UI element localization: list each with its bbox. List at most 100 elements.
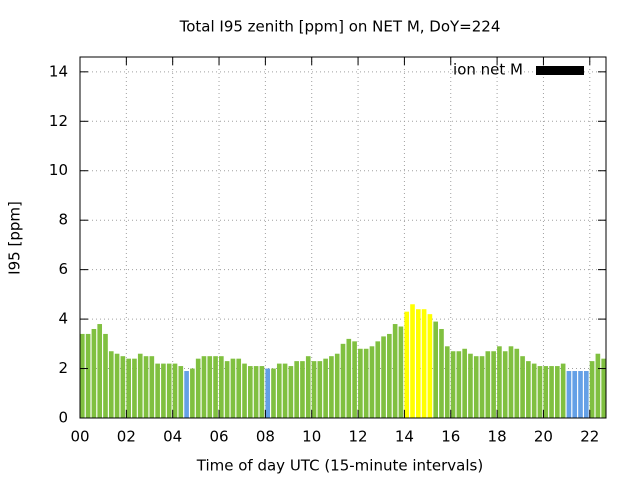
x-tick-label: 16 <box>441 428 460 446</box>
bar <box>184 371 189 418</box>
bar <box>601 358 606 418</box>
bar <box>311 361 317 418</box>
bar <box>514 348 520 418</box>
y-tick-label: 10 <box>49 161 68 179</box>
bar <box>224 361 230 418</box>
bar <box>329 356 334 418</box>
x-tick-label: 00 <box>70 428 89 446</box>
bar <box>253 366 259 418</box>
bar <box>415 309 421 418</box>
bar <box>520 356 525 418</box>
bar <box>161 363 166 418</box>
bar <box>555 366 560 418</box>
bar <box>242 363 247 418</box>
bar <box>276 363 282 418</box>
bar <box>85 333 91 418</box>
y-tick-label: 8 <box>58 211 68 229</box>
y-axis-label: I95 [ppm] <box>6 201 24 275</box>
bar <box>97 324 103 418</box>
bar <box>114 353 120 418</box>
bar <box>259 366 265 418</box>
bar <box>190 368 195 418</box>
bar <box>172 363 178 418</box>
bar <box>566 371 572 418</box>
bar <box>543 366 549 418</box>
bar <box>120 356 126 418</box>
bar <box>589 361 595 418</box>
bar <box>207 356 213 418</box>
bar <box>462 348 467 418</box>
bar <box>392 324 398 418</box>
legend-swatch <box>536 66 584 75</box>
x-tick-label: 22 <box>580 428 599 446</box>
bar <box>433 321 439 418</box>
x-tick-label: 02 <box>117 428 136 446</box>
bar <box>427 314 433 418</box>
bar <box>398 326 404 418</box>
bar <box>439 328 444 418</box>
bar <box>369 346 375 418</box>
bar <box>381 336 386 418</box>
bar <box>444 346 450 418</box>
x-tick-label: 04 <box>163 428 182 446</box>
x-tick-label: 20 <box>534 428 553 446</box>
bar <box>450 351 456 418</box>
bar <box>149 356 155 418</box>
bar <box>578 371 583 418</box>
bar <box>346 338 352 418</box>
bar <box>323 358 328 418</box>
bar <box>537 366 543 418</box>
x-tick-label: 06 <box>209 428 228 446</box>
bar <box>230 358 236 418</box>
bar <box>410 304 415 418</box>
bar <box>166 363 172 418</box>
legend-label: ion net M <box>453 61 523 79</box>
bar <box>363 348 369 418</box>
bar <box>468 353 473 418</box>
bar <box>80 333 85 418</box>
plot-frame <box>79 56 607 419</box>
bar <box>126 358 131 418</box>
bar <box>143 356 149 418</box>
bar <box>132 358 137 418</box>
bar <box>334 353 340 418</box>
bar <box>317 361 323 418</box>
bar <box>195 358 201 418</box>
bar <box>91 328 97 418</box>
bar <box>340 343 346 418</box>
bar <box>288 366 294 418</box>
bar <box>473 356 479 418</box>
bar <box>595 353 601 418</box>
bar <box>305 356 311 418</box>
bar <box>265 368 271 418</box>
bar <box>479 356 485 418</box>
bar <box>155 363 160 418</box>
x-tick-label: 14 <box>395 428 414 446</box>
bar <box>491 351 496 418</box>
x-axis-label: Time of day UTC (15-minute intervals) <box>196 457 483 475</box>
bar <box>456 351 462 418</box>
bar <box>549 366 554 418</box>
bar <box>508 346 514 418</box>
x-tick-label: 18 <box>488 428 507 446</box>
y-tick-label: 0 <box>58 409 68 427</box>
bar <box>358 348 363 418</box>
bar <box>300 361 305 418</box>
bar <box>502 351 508 418</box>
bar <box>531 363 537 418</box>
bar <box>583 371 589 418</box>
bar <box>282 363 288 418</box>
bar <box>294 361 299 418</box>
bar <box>247 366 253 418</box>
bar <box>526 361 531 418</box>
x-tick-label: 12 <box>349 428 368 446</box>
x-tick-label: 10 <box>302 428 321 446</box>
bar <box>421 309 427 418</box>
chart-title: Total I95 zenith [ppm] on NET M, DoY=224 <box>179 18 501 36</box>
bar <box>352 341 357 418</box>
bar <box>178 366 184 418</box>
bar <box>560 363 566 418</box>
bar <box>236 358 242 418</box>
y-tick-label: 14 <box>49 62 68 80</box>
